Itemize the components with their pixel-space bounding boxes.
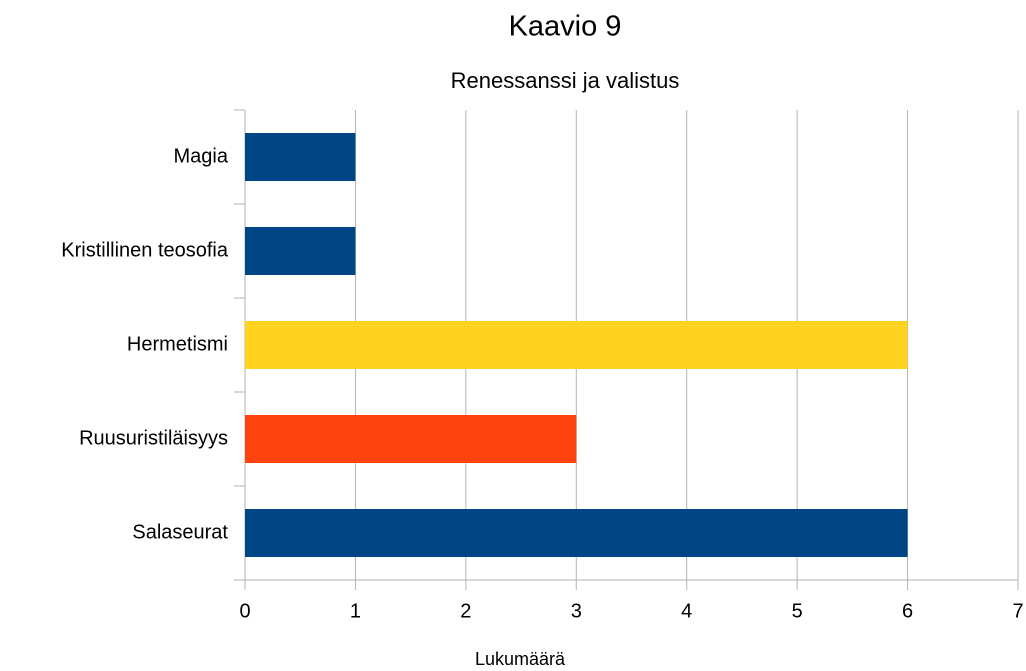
y-tick-label: Salaseurat [132, 521, 228, 543]
bar [245, 133, 356, 181]
y-tick-label: Ruusuristiläisyys [79, 427, 228, 449]
x-tick-label: 4 [681, 600, 692, 622]
x-tick-label: 5 [792, 600, 803, 622]
y-tick-label: Magia [174, 145, 229, 167]
x-tick-label: 0 [239, 600, 250, 622]
x-tick-label: 2 [460, 600, 471, 622]
bar [245, 415, 577, 463]
chart-title: Kaavio 9 [509, 11, 622, 43]
x-tick-label: 1 [350, 600, 361, 622]
y-tick-label: Kristillinen teosofia [61, 239, 229, 261]
x-tick-label: 6 [902, 600, 913, 622]
x-tick-label: 3 [571, 600, 582, 622]
bar [245, 227, 356, 275]
bar [245, 321, 908, 369]
bar [245, 509, 908, 557]
x-tick-label: 7 [1012, 600, 1023, 622]
x-axis-label: Lukumäärä [475, 649, 566, 669]
chart-subtitle: Renessanssi ja valistus [451, 68, 680, 93]
y-tick-label: Hermetismi [127, 333, 228, 355]
